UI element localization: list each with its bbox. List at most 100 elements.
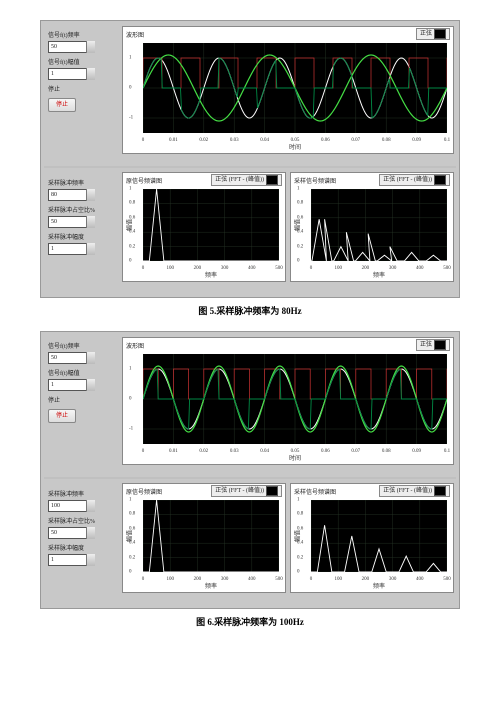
sample-freq-input[interactable]: 100 <box>48 500 94 512</box>
waveform-title: 波形图 <box>126 341 144 350</box>
x-axis-label: 频率 <box>205 581 217 590</box>
spectrum-original-title: 原信号频谱图 <box>126 487 162 496</box>
x-tick: 0.02 <box>199 449 208 454</box>
x-tick: 500 <box>275 577 283 582</box>
x-tick: 0.01 <box>169 138 178 143</box>
x-tick: 0.07 <box>351 138 360 143</box>
stop-label: 停止 <box>48 84 116 93</box>
y-tick: 0.8 <box>129 201 135 206</box>
x-tick: 400 <box>416 577 424 582</box>
x-tick: 0.06 <box>321 449 330 454</box>
x-tick: 400 <box>416 266 424 271</box>
waveform-graph: 波形图 正弦 00.010.020.030.040.050.060.070.08… <box>122 26 454 154</box>
spectrum-original-title: 原信号频谱图 <box>126 176 162 185</box>
controls-lower: 采样脉冲频率 80 采样脉冲占空比% 50 采样脉冲幅度 1 <box>44 170 120 284</box>
duty-input[interactable]: 50 <box>48 527 94 539</box>
y-tick: 0 <box>129 570 132 575</box>
spectrum-original-plot: 010020030040050000.20.40.60.81频率幅值 <box>143 500 279 572</box>
sample-amp-label: 采样脉冲幅度 <box>48 232 116 241</box>
controls-lower: 采样脉冲频率 100 采样脉冲占空比% 50 采样脉冲幅度 1 <box>44 481 120 595</box>
sample-amp-input[interactable]: 1 <box>48 554 94 566</box>
x-tick: 500 <box>443 266 451 271</box>
spectrum-sampled-title: 采样信号频谱图 <box>294 176 336 185</box>
spectrum-sampled-graph: 采样信号频谱图 正弦 (FFT - (峰值)) 0100200300400500… <box>290 483 454 593</box>
spectrum-original-graph: 原信号频谱图 正弦 (FFT - (峰值)) 01002003004005000… <box>122 172 286 282</box>
sample-amp-input[interactable]: 1 <box>48 243 94 255</box>
stop-button[interactable]: 停止 <box>48 98 76 112</box>
controls-upper: 信号f(t)频率 50 信号f(t)幅值 1 停止 停止 <box>44 335 120 467</box>
y-tick: 0.2 <box>297 555 303 560</box>
y-tick: 0 <box>129 397 132 402</box>
y-tick: -1 <box>129 427 133 432</box>
signal-amp-label: 信号f(t)幅值 <box>48 57 116 66</box>
y-tick: 1 <box>129 367 132 372</box>
x-tick: 0.08 <box>382 138 391 143</box>
figure-caption: 图 6.采样脉冲频率为 100Hz <box>40 615 460 628</box>
y-tick: 0 <box>129 86 132 91</box>
sine-icon <box>434 486 446 496</box>
x-axis-label: 频率 <box>205 270 217 279</box>
signal-freq-input[interactable]: 50 <box>48 352 94 364</box>
spectrum-sampled-plot: 010020030040050000.20.40.60.81频率幅值 <box>311 189 447 261</box>
y-tick: 1 <box>297 187 300 192</box>
x-tick: 0.1 <box>444 138 450 143</box>
x-tick: 0 <box>142 577 145 582</box>
x-tick: 300 <box>389 577 397 582</box>
sample-amp-label: 采样脉冲幅度 <box>48 543 116 552</box>
figure-caption: 图 5.采样脉冲频率为 80Hz <box>40 304 460 317</box>
sample-freq-input[interactable]: 80 <box>48 189 94 201</box>
y-tick: 1 <box>129 498 132 503</box>
x-tick: 0.06 <box>321 138 330 143</box>
y-tick: -1 <box>129 116 133 121</box>
x-tick: 300 <box>221 266 229 271</box>
waveform-legend[interactable]: 正弦 <box>416 28 450 40</box>
y-tick: 0 <box>297 570 300 575</box>
x-tick: 0.07 <box>351 449 360 454</box>
x-tick: 0.09 <box>412 449 421 454</box>
x-tick: 200 <box>194 577 202 582</box>
spectrum-original-legend[interactable]: 正弦 (FFT - (峰值)) <box>211 174 282 186</box>
sine-icon <box>434 175 446 185</box>
y-axis-label: 幅值 <box>293 219 302 231</box>
waveform-legend[interactable]: 正弦 <box>416 339 450 351</box>
x-tick: 0 <box>142 138 145 143</box>
signal-freq-input[interactable]: 50 <box>48 41 94 53</box>
sine-icon <box>434 340 446 350</box>
y-tick: 0.2 <box>297 244 303 249</box>
x-tick: 200 <box>194 266 202 271</box>
stop-button[interactable]: 停止 <box>48 409 76 423</box>
x-tick: 500 <box>443 577 451 582</box>
duty-input[interactable]: 50 <box>48 216 94 228</box>
x-tick: 300 <box>221 577 229 582</box>
x-tick: 0.08 <box>382 449 391 454</box>
x-tick: 0.01 <box>169 449 178 454</box>
x-tick: 0 <box>142 449 145 454</box>
y-tick: 1 <box>129 56 132 61</box>
x-tick: 500 <box>275 266 283 271</box>
x-tick: 400 <box>248 266 256 271</box>
stop-label: 停止 <box>48 395 116 404</box>
signal-freq-label: 信号f(t)频率 <box>48 30 116 39</box>
signal-amp-label: 信号f(t)幅值 <box>48 368 116 377</box>
waveform-title: 波形图 <box>126 30 144 39</box>
spectrum-sampled-plot: 010020030040050000.20.40.60.81频率幅值 <box>311 500 447 572</box>
waveform-plot: 00.010.020.030.040.050.060.070.080.090.1… <box>143 354 447 444</box>
x-tick: 0.1 <box>444 449 450 454</box>
x-tick: 100 <box>166 577 174 582</box>
duty-label: 采样脉冲占空比% <box>48 205 116 214</box>
spectrum-original-legend[interactable]: 正弦 (FFT - (峰值)) <box>211 485 282 497</box>
spectrum-original-plot: 010020030040050000.20.40.60.81频率幅值 <box>143 189 279 261</box>
x-tick: 0.02 <box>199 138 208 143</box>
labview-panel: 信号f(t)频率 50 信号f(t)幅值 1 停止 停止 波形图 正弦 00.0… <box>40 331 460 609</box>
x-axis-label: 频率 <box>373 581 385 590</box>
x-tick: 0.09 <box>412 138 421 143</box>
x-tick: 200 <box>362 577 370 582</box>
signal-amp-input[interactable]: 1 <box>48 68 94 80</box>
spectrum-sampled-title: 采样信号频谱图 <box>294 487 336 496</box>
x-axis-label: 时间 <box>289 453 301 462</box>
sine-icon <box>266 486 278 496</box>
signal-amp-input[interactable]: 1 <box>48 379 94 391</box>
waveform-plot: 00.010.020.030.040.050.060.070.080.090.1… <box>143 43 447 133</box>
spectrum-sampled-legend[interactable]: 正弦 (FFT - (峰值)) <box>379 485 450 497</box>
spectrum-sampled-legend[interactable]: 正弦 (FFT - (峰值)) <box>379 174 450 186</box>
